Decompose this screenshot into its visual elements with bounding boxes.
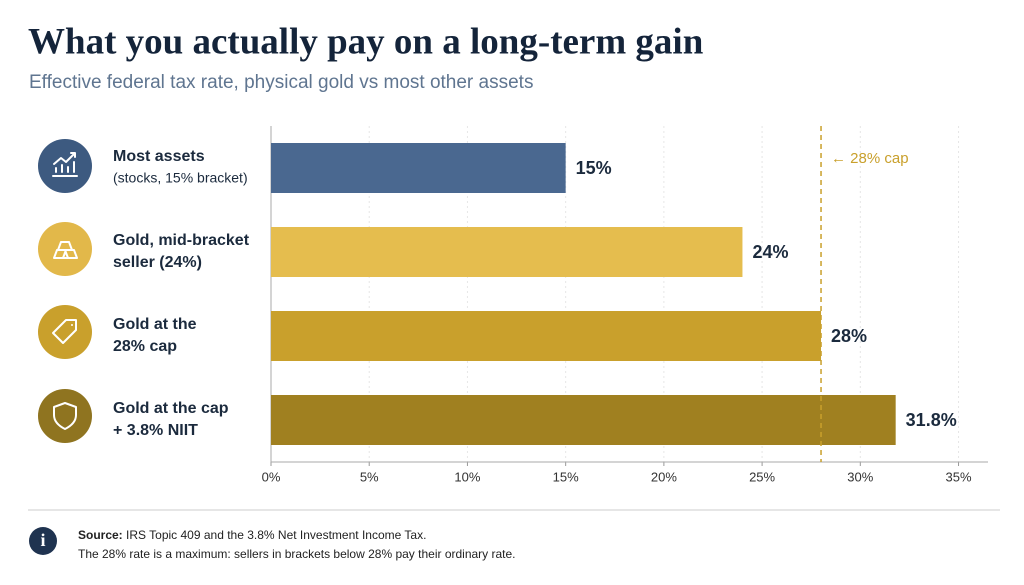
icon-circle — [38, 139, 92, 193]
category-label: Most assets — [113, 148, 205, 165]
x-tick-label: 30% — [847, 469, 873, 484]
icon-circle — [38, 305, 92, 359]
info-glyph: i — [40, 530, 45, 550]
x-tick-label: 10% — [454, 469, 480, 484]
category-label: seller (24%) — [113, 254, 202, 271]
source-label: Source: — [78, 528, 123, 542]
x-tick-label: 0% — [262, 469, 281, 484]
category-label: 28% cap — [113, 338, 177, 355]
bar — [271, 395, 896, 445]
icon-bars — [53, 241, 78, 259]
x-tick-label: 5% — [360, 469, 379, 484]
icon-shield — [53, 402, 77, 430]
bar — [271, 143, 566, 193]
chart-title: What you actually pay on a long-term gai… — [28, 21, 704, 62]
reference-label: ← 28% cap — [831, 150, 909, 167]
value-label: 31.8% — [906, 410, 957, 430]
chart-subtitle: Effective federal tax rate, physical gol… — [29, 72, 533, 93]
category-label: Gold at the — [113, 316, 197, 333]
value-label: 15% — [576, 158, 612, 178]
value-label: 28% — [831, 326, 867, 346]
x-tick-label: 25% — [749, 469, 775, 484]
footer-note: The 28% rate is a maximum: sellers in br… — [78, 547, 516, 561]
x-tick-label: 35% — [946, 469, 972, 484]
category-label: Gold at the cap — [113, 400, 229, 417]
icon-circle — [38, 389, 92, 443]
value-label: 24% — [752, 242, 788, 262]
footer-source: Source: IRS Topic 409 and the 3.8% Net I… — [78, 528, 426, 542]
x-tick-label: 20% — [651, 469, 677, 484]
category-label: + 3.8% NIIT — [113, 422, 198, 439]
icon-chart — [52, 152, 78, 177]
category-label: (stocks, 15% bracket) — [113, 170, 248, 186]
x-tick-label: 15% — [553, 469, 579, 484]
icons — [38, 139, 92, 443]
info-icon — [29, 527, 57, 555]
bar — [271, 311, 822, 361]
bar — [271, 227, 743, 277]
category-label: Gold, mid-bracket — [113, 232, 250, 249]
source-text: IRS Topic 409 and the 3.8% Net Investmen… — [126, 528, 426, 542]
icon-tag — [52, 319, 77, 344]
